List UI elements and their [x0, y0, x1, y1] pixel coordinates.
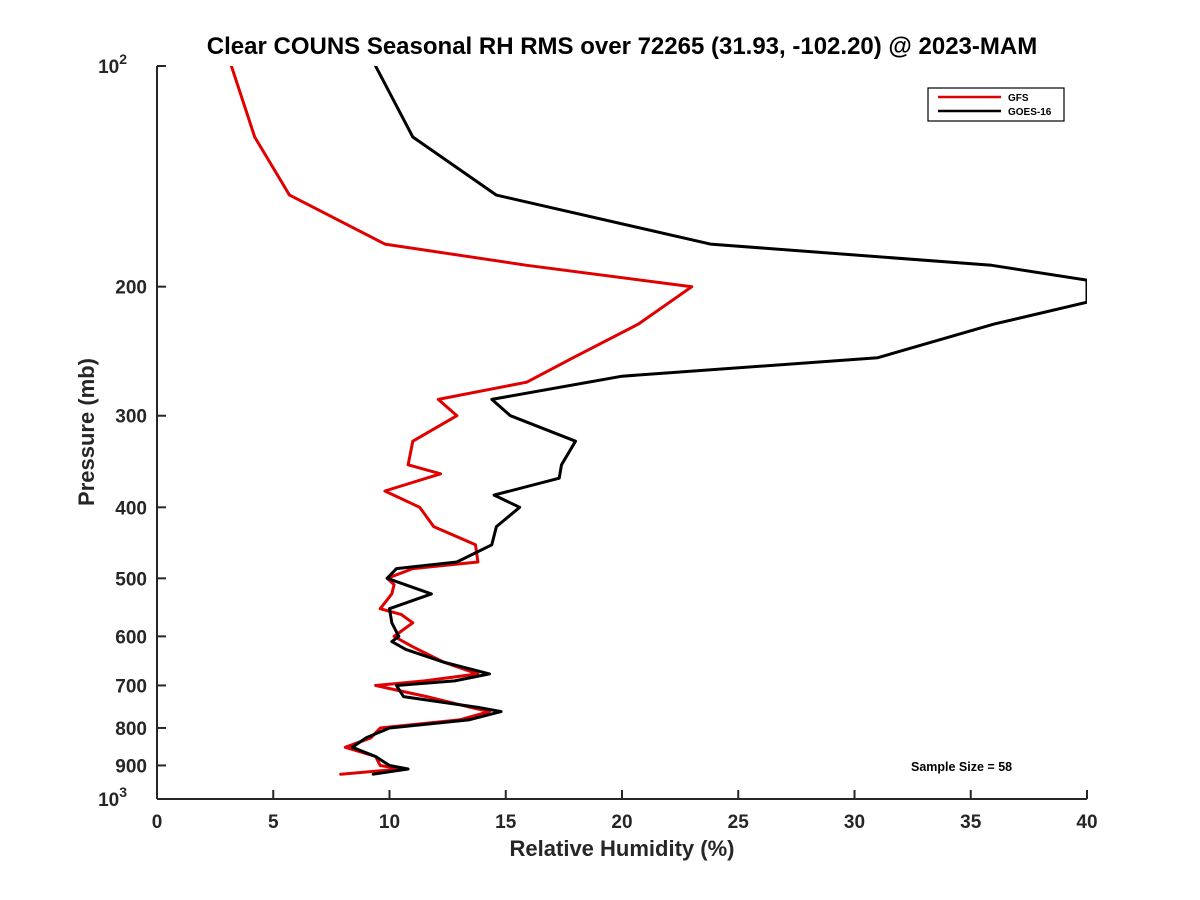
- y-tick-label: 400: [115, 498, 147, 519]
- x-tick-label: 40: [1076, 812, 1097, 833]
- plot-area: [157, 66, 1087, 799]
- y-tick-label: 500: [115, 569, 147, 590]
- x-tick-label: 15: [495, 812, 517, 833]
- x-tick-label: 25: [728, 812, 750, 833]
- y-tick-label: 700: [115, 676, 147, 697]
- x-tick-label: 5: [268, 812, 279, 833]
- legend-label-gfs: GFS: [1008, 93, 1029, 104]
- chart-title: Clear COUNS Seasonal RH RMS over 72265 (…: [207, 33, 1037, 60]
- legend-label-goes16: GOES-16: [1008, 107, 1052, 118]
- legend: GFS GOES-16: [927, 87, 1065, 122]
- x-axis-label: Relative Humidity (%): [510, 836, 735, 861]
- series-line-goes16: [350, 66, 1087, 776]
- sample-size-annotation: Sample Size = 58: [911, 760, 1012, 774]
- x-tick-label: 35: [960, 812, 982, 833]
- y-tick-label: 800: [115, 719, 147, 740]
- y-tick-label: 300: [115, 407, 147, 428]
- y-tick-label: 103: [98, 784, 127, 811]
- x-tick-label: 30: [844, 812, 865, 833]
- y-tick-label: 900: [115, 756, 147, 777]
- series-layer: [229, 66, 1087, 776]
- legend-box: [927, 87, 1065, 122]
- x-ticks: 0 5 10 15 20 25 30 35 40: [152, 790, 1098, 833]
- x-tick-label: 20: [611, 812, 632, 833]
- x-tick-label: 0: [152, 812, 163, 833]
- y-tick-label: 200: [115, 278, 147, 299]
- x-tick-label: 10: [379, 812, 400, 833]
- y-ticks: 102 200 300 400 500 600 700 800 900 103: [98, 51, 166, 811]
- y-tick-label: 102: [98, 51, 127, 78]
- y-axis-label: Pressure (mb): [74, 358, 99, 506]
- y-tick-label: 600: [115, 627, 147, 648]
